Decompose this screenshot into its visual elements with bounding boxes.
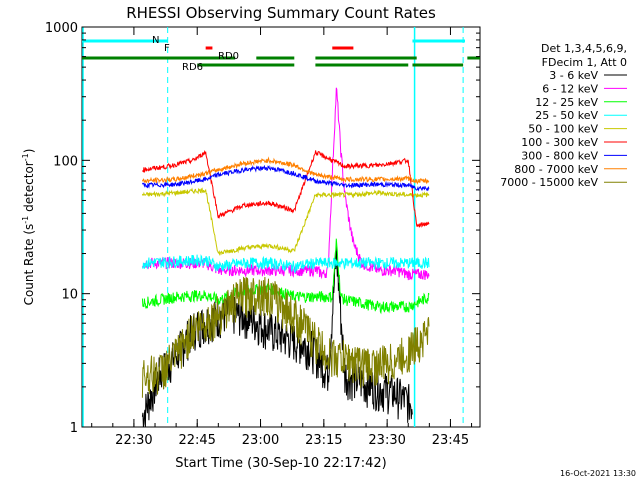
x-tick-label-0: 22:30 bbox=[115, 433, 152, 448]
y-axis-label-end: ) bbox=[22, 149, 36, 154]
y-axis-label-sup2: -1 bbox=[21, 153, 30, 161]
x-tick-label-4: 23:30 bbox=[368, 433, 405, 448]
annotation-f: F bbox=[164, 43, 170, 54]
annotation-rd6: RD6 bbox=[182, 62, 203, 73]
legend-label-3: 25 - 50 keV bbox=[535, 109, 598, 122]
series-7 bbox=[141, 156, 430, 185]
x-tick-label-2: 23:00 bbox=[242, 433, 279, 448]
legend-label-5: 100 - 300 keV bbox=[521, 136, 598, 149]
series-line-2 bbox=[141, 238, 430, 315]
x-axis-label: Start Time (30-Sep-10 22:17:42) bbox=[175, 456, 386, 471]
data-series bbox=[141, 87, 430, 428]
legend-header-line-2: FDecim 1, Att 0 bbox=[542, 56, 627, 69]
legend-label-8: 7000 - 15000 keV bbox=[500, 176, 598, 189]
series-line-5 bbox=[141, 149, 430, 228]
x-tick-label-1: 22:45 bbox=[178, 433, 215, 448]
series-5 bbox=[141, 149, 430, 228]
series-6 bbox=[141, 164, 430, 192]
observing-flags bbox=[82, 27, 480, 427]
plot-border bbox=[81, 26, 481, 428]
y-axis-label-main: Count Rate (s bbox=[22, 224, 36, 306]
series-line-8 bbox=[141, 276, 430, 398]
annotation-n: N bbox=[152, 35, 159, 46]
legend-label-4: 50 - 100 keV bbox=[528, 123, 598, 136]
legend: Det 1,3,4,5,6,9, FDecim 1, Att 0 3 - 6 k… bbox=[500, 42, 627, 189]
series-3 bbox=[141, 254, 430, 274]
y-tick-label-3: 1000 bbox=[45, 21, 78, 36]
y-axis-label-mid: detector bbox=[22, 161, 36, 216]
y-axis-label: Count Rate (s-1 detector-1) bbox=[21, 149, 36, 306]
legend-label-6: 300 - 800 keV bbox=[521, 149, 598, 162]
y-tick-label-0: 1 bbox=[70, 421, 78, 436]
series-line-7 bbox=[141, 156, 430, 185]
x-tick-label-3: 23:15 bbox=[305, 433, 342, 448]
series-4 bbox=[141, 187, 430, 256]
legend-header-line-1: Det 1,3,4,5,6,9, bbox=[541, 42, 627, 55]
x-tick-label-5: 23:45 bbox=[432, 433, 469, 448]
footer-date: 16-Oct-2021 13:30 bbox=[560, 469, 636, 478]
legend-label-2: 12 - 25 keV bbox=[535, 96, 598, 109]
series-line-4 bbox=[141, 187, 430, 256]
series-line-3 bbox=[141, 254, 430, 274]
series-2 bbox=[141, 238, 430, 315]
plot-frame bbox=[81, 26, 481, 428]
y-axis-label-sup1: -1 bbox=[21, 216, 30, 224]
legend-label-7: 800 - 7000 keV bbox=[514, 163, 598, 176]
y-tick-label-1: 10 bbox=[61, 288, 78, 303]
annotation-rd0: RD0 bbox=[218, 51, 239, 62]
series-8 bbox=[141, 276, 430, 398]
legend-label-0: 3 - 6 keV bbox=[549, 69, 598, 82]
axis-ticks: 22:30 22:45 23:00 23:15 23:30 23:45 1 10 100 1000 bbox=[45, 21, 480, 448]
chart-title: RHESSI Observing Summary Count Rates bbox=[126, 4, 436, 22]
y-tick-label-2: 100 bbox=[53, 154, 78, 169]
legend-label-1: 6 - 12 keV bbox=[542, 82, 598, 95]
series-line-6 bbox=[141, 164, 430, 192]
